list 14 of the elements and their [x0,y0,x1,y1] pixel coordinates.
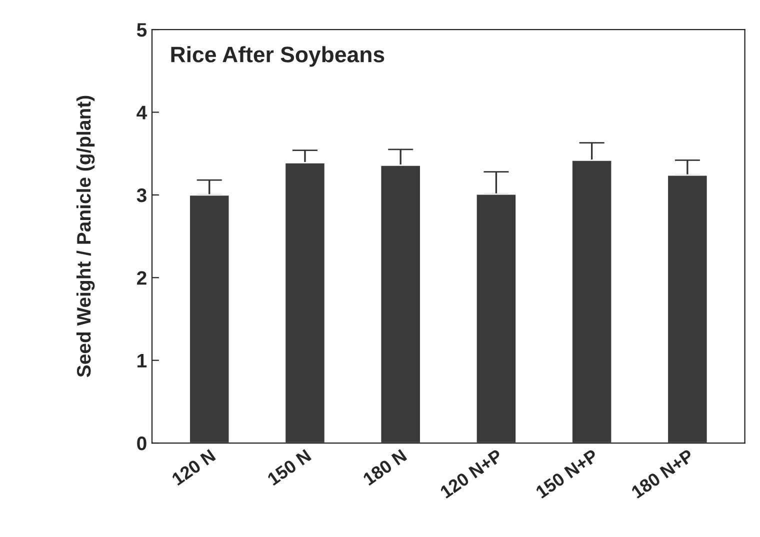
x-tick-label: 120 N [171,448,216,486]
y-tick-label: 4 [136,106,148,120]
x-tick-label: 150 N [266,448,312,486]
y-tick-label: 3 [136,188,146,202]
y-tick-label: 2 [137,271,146,285]
x-tick-label: 150 N+P [535,448,599,499]
x-tick-label: 180 N [362,448,408,486]
y-tick-label: 1 [138,354,147,368]
text: Rice After Soybeans [171,46,384,67]
y-tick-label: 0 [137,436,146,450]
y-axis-title: Seed Weight / Panicle (g/plant) [76,96,95,378]
x-tick-label: 120 N+P [439,448,504,499]
x-tick-label: 180 N+P [630,448,695,499]
y-tick-label: 5 [136,23,147,37]
